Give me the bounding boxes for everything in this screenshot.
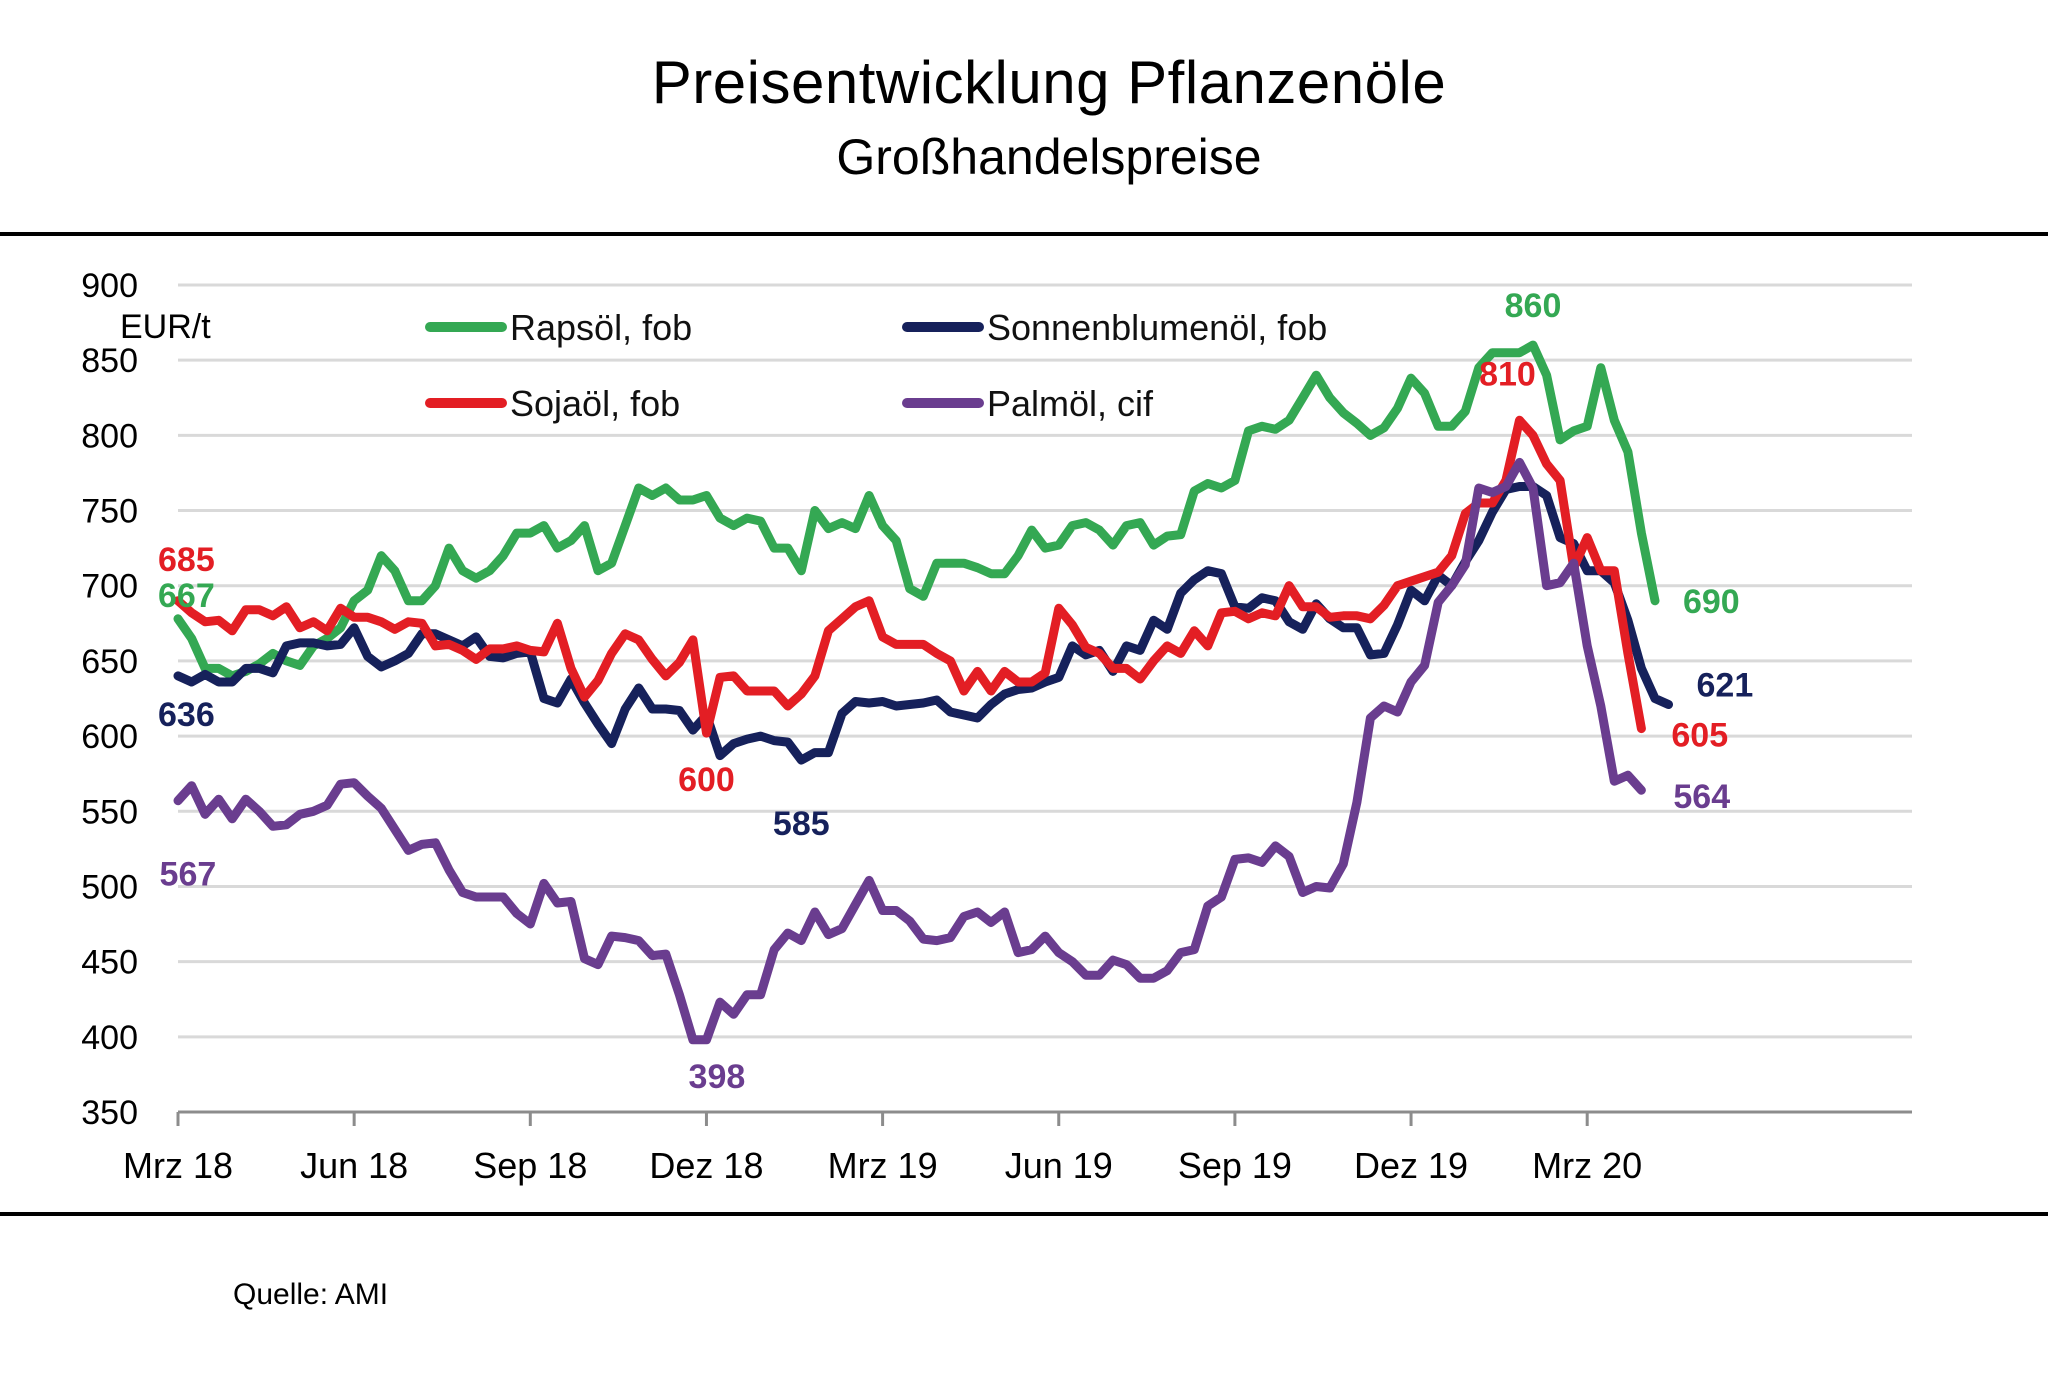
legend-label: Rapsöl, fob [510,307,692,348]
x-tick-label: Dez 18 [649,1145,763,1186]
x-axis: Mrz 18 Jun 18 Sep 18 Dez 18 Mrz 19 Jun 19 Sep … [123,1110,1912,1186]
x-tick-label: Mrz 19 [828,1145,938,1186]
series-line [173,340,1660,681]
y-axis: 350 400 450 500 550 600 650 700 750 800 850 900 [81,267,138,1132]
source-note: Quelle: AMI [233,1278,389,1311]
data-label: 636 [158,696,215,734]
y-tick-label: 900 [81,267,138,305]
y-tick-label: 350 [81,1094,138,1132]
bottom-divider [0,1212,2048,1216]
legend: Rapsöl, fob Sonnenblumenöl, fob Sojaöl, fo… [425,307,1327,424]
y-tick-label: 500 [81,868,138,906]
gridlines [178,283,1912,1039]
series-line [173,457,1646,1045]
y-tick-label: 550 [81,793,138,831]
x-tick-label: Sep 19 [1178,1145,1292,1186]
x-tick-label: Sep 18 [473,1145,587,1186]
legend-label: Sojaöl, fob [510,383,680,424]
y-tick-label: 700 [81,568,138,606]
x-tick-label: Dez 19 [1354,1145,1468,1186]
legend-label: Palmöl, cif [987,383,1154,424]
data-label: 685 [158,541,215,579]
series-lines [173,340,1673,1045]
y-tick-label: 400 [81,1019,138,1057]
chart-title: Preisentwicklung Pflanzenöle [651,49,1447,116]
data-label: 810 [1479,355,1536,393]
y-tick-label: 850 [81,342,138,380]
data-label: 621 [1697,667,1754,705]
x-tick-label: Mrz 20 [1532,1145,1642,1186]
data-label: 567 [160,856,217,894]
y-tick-label: 650 [81,643,138,681]
y-tick-label: 600 [81,718,138,756]
y-unit-label: EUR/t [120,308,211,346]
data-label: 690 [1683,583,1740,621]
data-label: 860 [1505,287,1562,325]
y-tick-label: 450 [81,944,138,982]
chart-subtitle: Großhandelspreise [836,129,1262,185]
data-label: 585 [773,805,830,843]
data-label: 600 [678,761,735,799]
series-line [173,415,1646,738]
top-divider [0,232,2048,236]
x-tick-label: Jun 18 [300,1145,408,1186]
x-tick-label: Mrz 18 [123,1145,233,1186]
data-label: 667 [158,577,215,615]
y-tick-label: 800 [81,417,138,455]
legend-label: Sonnenblumenöl, fob [987,307,1327,348]
data-label: 398 [689,1058,746,1096]
y-tick-label: 750 [81,493,138,531]
data-label: 564 [1673,778,1730,816]
x-tick-label: Jun 19 [1005,1145,1113,1186]
data-label: 605 [1671,717,1728,755]
data-annotations: 667 860 690 636 585 621 685 600 810 605 567 398 564 [158,287,1753,1096]
